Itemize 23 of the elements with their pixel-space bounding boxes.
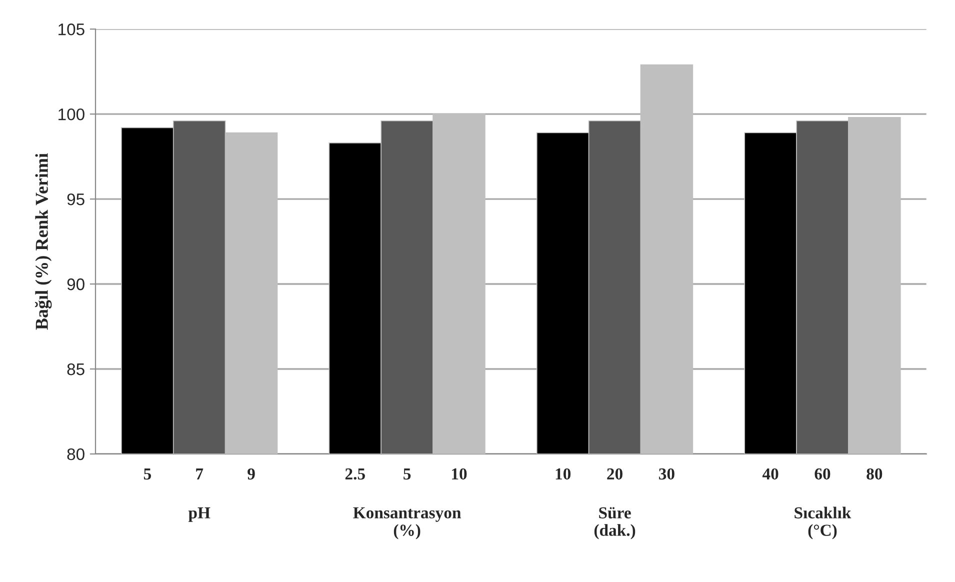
text: Sıcaklık (°C) [794,506,852,540]
y-tick-label: 90 [67,278,84,290]
x-tick-label: 10 [452,468,467,480]
y-tick-label: 80 [67,448,84,460]
y-axis-title: Bağıl (%) Renk Verimi [35,153,52,330]
x-tick-label: 30 [659,468,674,480]
x-tick-label: 7 [196,468,204,480]
x-tick-label: 60 [814,468,830,480]
y-tick-label: 105 [58,24,84,36]
y-tick-label: 100 [58,108,84,120]
text: pH [188,507,210,522]
x-tick-label: 9 [248,468,255,480]
x-tick-label: 5 [404,468,411,480]
x-tick-label: 10 [556,468,571,480]
x-tick-label: 40 [762,468,778,480]
x-tick-label: 5 [144,468,151,480]
text: Süre (dak.) [594,507,636,540]
x-tick-label: 2.5 [345,468,365,480]
y-tick-label: 95 [67,193,84,206]
x-tick-label: 20 [607,468,622,480]
text: Konsantrasyon (%) [353,507,461,540]
y-tick-label: 85 [67,363,84,376]
x-tick-label: 80 [866,468,882,480]
